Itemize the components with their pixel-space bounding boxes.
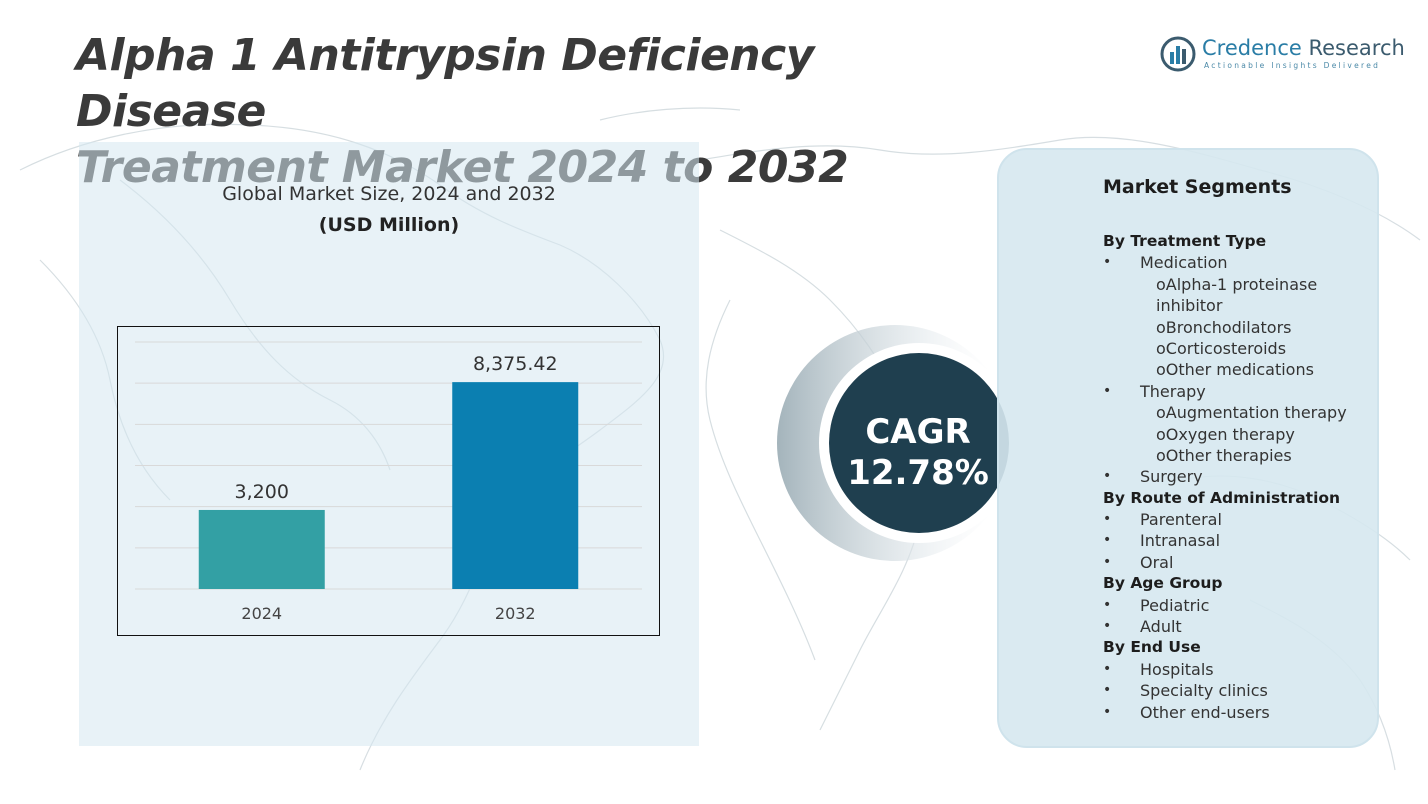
bullet-icon: • xyxy=(1103,382,1112,399)
segment-text: Adult xyxy=(1140,617,1182,637)
bullet-icon: • xyxy=(1103,468,1112,485)
segment-subitem: oBronchodilators xyxy=(1103,317,1393,338)
bar-chart-logo-icon xyxy=(1160,36,1196,72)
segment-subitem: oOxygen therapy xyxy=(1103,424,1393,445)
data-label-2024: 3,200 xyxy=(235,481,289,503)
brand-tagline: Actionable Insights Delivered xyxy=(1204,61,1381,70)
chart-subtitle: (USD Million) xyxy=(318,214,460,236)
segment-text: Therapy xyxy=(1140,381,1206,401)
chart-panel xyxy=(79,142,699,746)
segment-item: • Intranasal xyxy=(1103,530,1393,551)
segment-item: • Pediatric xyxy=(1103,595,1393,616)
bullet-icon: • xyxy=(1103,703,1112,720)
segment-text: Parenteral xyxy=(1140,510,1222,530)
cagr-graphic xyxy=(770,318,1020,568)
chart-frame xyxy=(117,326,660,636)
segment-text: Intranasal xyxy=(1140,531,1221,551)
brand-name: Credence Research xyxy=(1202,36,1405,60)
data-label-2032: 8,375.42 xyxy=(473,353,558,375)
segment-text: inhibitor xyxy=(1156,296,1223,316)
brand-name-part1: Credence xyxy=(1202,36,1302,60)
bullet-icon: • xyxy=(1103,596,1112,613)
segments-title: Market Segments xyxy=(1103,176,1292,198)
segment-text: oBronchodilators xyxy=(1156,317,1292,337)
segment-subitem: oAlpha-1 proteinase xyxy=(1103,274,1393,295)
segment-text: Hospitals xyxy=(1140,659,1214,679)
bullet-icon: • xyxy=(1103,660,1112,677)
segment-text: By End Use xyxy=(1103,638,1201,657)
segment-item: • Adult xyxy=(1103,616,1393,637)
segments-panel xyxy=(997,148,1379,748)
bullet-icon: • xyxy=(1103,254,1112,271)
segment-text: By Treatment Type xyxy=(1103,232,1267,250)
segment-item: • Other end-users xyxy=(1103,702,1393,723)
segment-subitem: oOther therapies xyxy=(1103,445,1393,466)
bar-2032 xyxy=(452,382,579,589)
segment-heading: By Treatment Type xyxy=(1103,231,1393,252)
brand-name-part2: Research xyxy=(1308,36,1405,60)
segment-item: • Specialty clinics xyxy=(1103,680,1393,701)
bullet-icon: • xyxy=(1103,682,1112,699)
segment-item: • Therapy xyxy=(1103,381,1393,402)
cagr-ring-icon xyxy=(777,325,1019,561)
segment-text: oCorticosteroids xyxy=(1156,338,1287,358)
segments-list: By Treatment Type • Medication oAlpha-1 pro… xyxy=(1103,231,1393,723)
segment-text: Medication xyxy=(1140,253,1228,273)
segment-heading: By End Use xyxy=(1103,637,1393,658)
x-tick-label-2032: 2032 xyxy=(495,604,536,623)
segment-item: • Medication xyxy=(1103,252,1393,273)
bullet-icon: • xyxy=(1103,618,1112,635)
segment-item: • Oral xyxy=(1103,552,1393,573)
segment-subitem: inhibitor xyxy=(1103,295,1393,316)
bullet-icon: • xyxy=(1103,553,1112,570)
cagr-value: 12.78% xyxy=(847,453,989,493)
x-tick-label-2024: 2024 xyxy=(241,604,282,623)
segment-text: oAugmentation therapy xyxy=(1156,403,1347,423)
segment-item: • Parenteral xyxy=(1103,509,1393,530)
bullet-icon: • xyxy=(1103,511,1112,528)
segment-text: Other end-users xyxy=(1140,702,1270,722)
bar-chart: 3,200 2024 8,375.42 2032 xyxy=(135,341,642,623)
cagr-label: CAGR xyxy=(865,412,971,452)
segment-text: oOther medications xyxy=(1156,360,1314,380)
segment-text: oOther therapies xyxy=(1156,445,1292,465)
segment-text: Oral xyxy=(1140,552,1174,572)
segment-text: Pediatric xyxy=(1140,595,1210,615)
bullet-icon: • xyxy=(1103,532,1112,549)
brand-logo: Credence Research Actionable Insights De… xyxy=(1160,36,1405,76)
bar-2024 xyxy=(198,509,325,589)
segment-item: • Surgery xyxy=(1103,466,1393,487)
segment-heading: By Age Group xyxy=(1103,573,1393,594)
segment-subitem: oCorticosteroids xyxy=(1103,338,1393,359)
segment-heading: By Route of Administration xyxy=(1103,488,1393,509)
segment-text: Surgery xyxy=(1140,467,1203,487)
chart-title: Global Market Size, 2024 and 2032 xyxy=(222,183,556,205)
segment-subitem: oOther medications xyxy=(1103,359,1393,380)
segment-text: oAlpha-1 proteinase xyxy=(1156,274,1318,294)
segment-text: By Age Group xyxy=(1103,574,1223,593)
segment-text: By Route of Administration xyxy=(1103,488,1341,507)
page-title-line1: Alpha 1 Antitrypsin Deficiency Disease xyxy=(76,30,814,137)
cagr-badge: CAGR 12.78% xyxy=(828,412,1008,494)
segment-text: oOxygen therapy xyxy=(1156,424,1295,444)
segment-subitem: oAugmentation therapy xyxy=(1103,402,1393,423)
segment-text: Specialty clinics xyxy=(1140,681,1268,701)
segment-item: • Hospitals xyxy=(1103,659,1393,680)
